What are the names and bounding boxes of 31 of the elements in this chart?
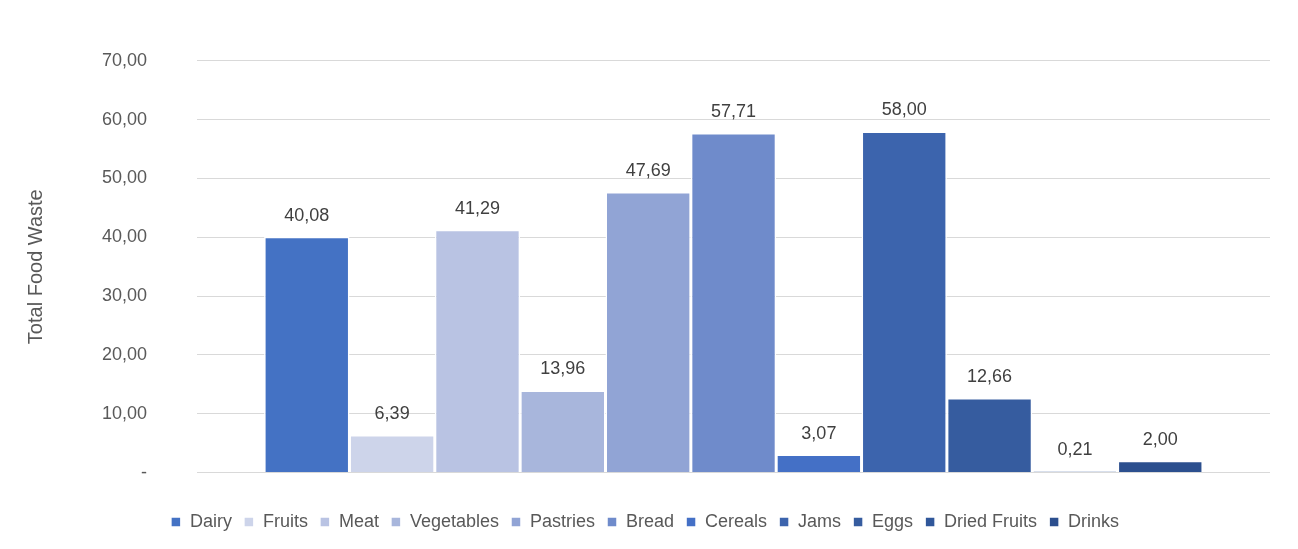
y-tick-label: -: [141, 461, 148, 482]
y-tick-label: 40,00: [102, 226, 148, 247]
data-label: 6,39: [374, 402, 410, 423]
y-tick-label: 50,00: [102, 167, 148, 188]
data-label: 40,08: [284, 204, 330, 225]
y-tick-label: 30,00: [102, 285, 148, 306]
legend-label: Cereals: [705, 510, 768, 531]
y-tick-label: 10,00: [102, 402, 148, 423]
legend-label: Dried Fruits: [944, 510, 1038, 531]
y-axis-title: Total Food Waste: [23, 189, 46, 345]
data-label: 47,69: [625, 160, 671, 181]
legend-label: Bread: [626, 510, 675, 531]
data-label: 57,71: [711, 101, 757, 122]
data-label: 3,07: [801, 422, 837, 443]
legend-label: Jams: [798, 510, 842, 531]
legend-label: Vegetables: [409, 510, 499, 531]
legend-label: Fruits: [262, 510, 308, 531]
data-label: 2,00: [1142, 428, 1178, 449]
legend-label: Pastries: [529, 510, 596, 531]
legend-label: Dairy: [189, 510, 232, 531]
legend-label: Eggs: [872, 510, 914, 531]
y-tick-label: 70,00: [102, 49, 148, 70]
legend-label: Drinks: [1068, 510, 1120, 531]
legend-label: Meat: [338, 510, 379, 531]
data-label: 41,29: [454, 197, 500, 218]
data-label: 13,96: [540, 358, 586, 379]
data-label: 12,66: [967, 366, 1013, 387]
y-tick-label: 60,00: [102, 108, 148, 129]
data-label: 0,21: [1057, 439, 1093, 460]
data-label: 58,00: [881, 99, 927, 120]
y-tick-label: 20,00: [102, 343, 148, 364]
